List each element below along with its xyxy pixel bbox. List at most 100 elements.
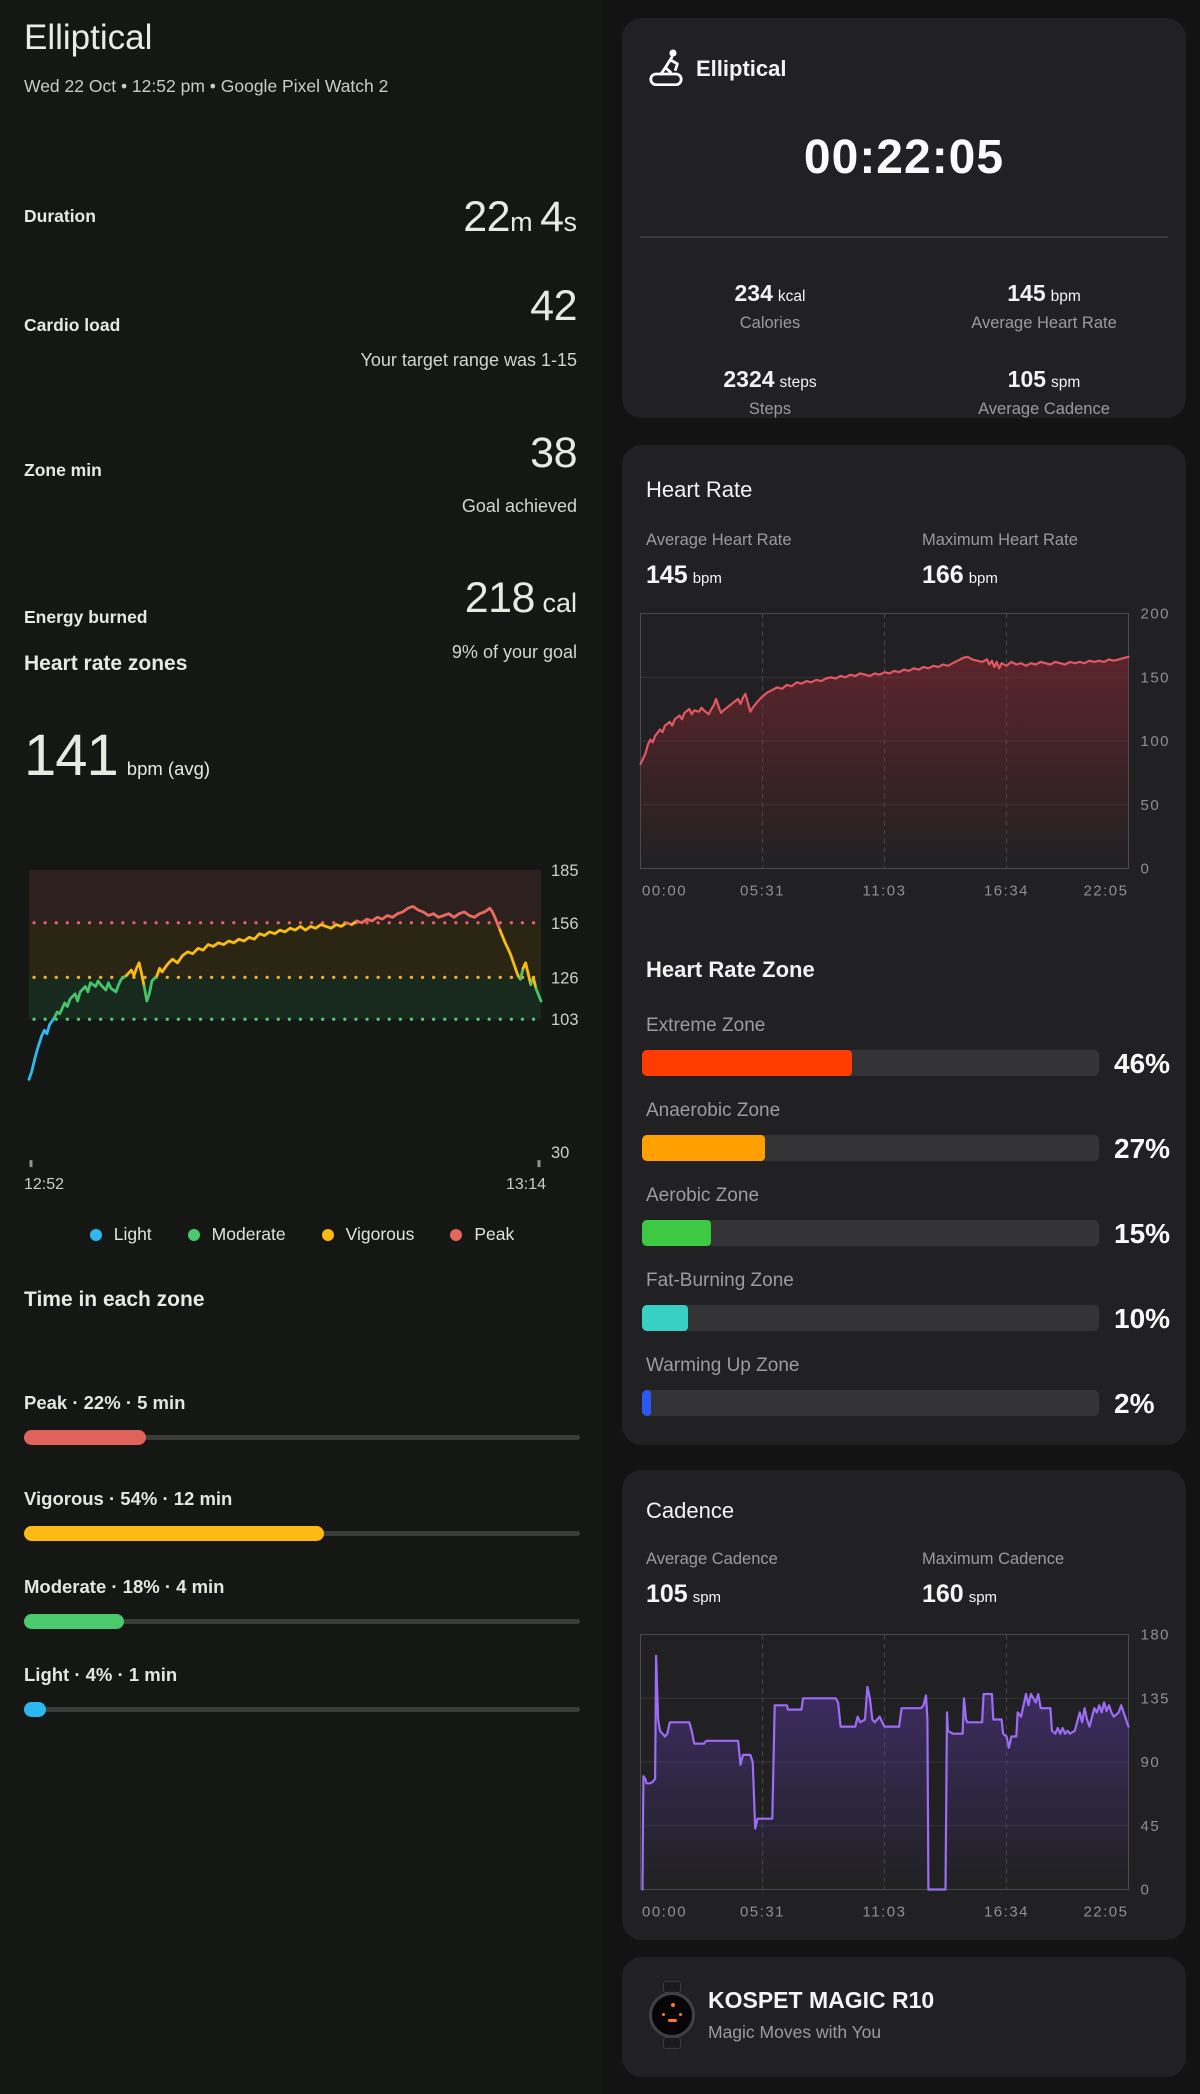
light-zone-label: Light · 4% · 1 min bbox=[24, 1664, 178, 1685]
svg-text:12:52: 12:52 bbox=[24, 1176, 64, 1193]
anaerobic-zone-label: Anaerobic Zone bbox=[646, 1100, 781, 1121]
extreme-zone-bar bbox=[642, 1050, 1099, 1076]
fat-burning-zone-label: Fat-Burning Zone bbox=[646, 1270, 794, 1291]
svg-text:185: 185 bbox=[551, 862, 579, 880]
svg-text:103: 103 bbox=[551, 1011, 579, 1029]
legend-item-vigorous: Vigorous bbox=[321, 1224, 414, 1245]
device-tagline: Magic Moves with You bbox=[708, 2022, 882, 2042]
moderate-dot-icon bbox=[187, 1228, 200, 1241]
svg-text:50: 50 bbox=[1141, 797, 1161, 814]
svg-text:200: 200 bbox=[1141, 606, 1171, 623]
anaerobic-zone-pct: 27% bbox=[1114, 1133, 1171, 1164]
extreme-zone-pct: 46% bbox=[1114, 1048, 1171, 1079]
svg-text:156: 156 bbox=[551, 915, 579, 933]
average-bpm: 141 bpm (avg) bbox=[24, 722, 210, 789]
legend-item-peak: Peak bbox=[450, 1224, 514, 1245]
calories-stat: 234 kcal Calories bbox=[734, 280, 806, 332]
light-dot-icon bbox=[89, 1228, 102, 1241]
vigorous-zone-bar bbox=[24, 1526, 580, 1541]
watch-image bbox=[646, 1981, 698, 2053]
zone-min-value: 38 bbox=[530, 429, 577, 477]
heart-rate-title: Heart Rate bbox=[646, 477, 753, 502]
warming-up-zone-pct: 2% bbox=[1114, 1388, 1155, 1419]
cardio-load-subtext: Your target range was 1-15 bbox=[360, 350, 577, 370]
max-hr-value: 166 bpm bbox=[922, 561, 998, 589]
svg-text:13:14: 13:14 bbox=[506, 1176, 546, 1193]
warming-up-zone-bar bbox=[642, 1390, 1099, 1416]
avg-heart-rate-stat: 145 bpm Average Heart Rate bbox=[971, 280, 1117, 332]
svg-text:00:00: 00:00 bbox=[642, 883, 687, 900]
warming-up-zone-label: Warming Up Zone bbox=[646, 1355, 800, 1376]
avg-cadence-stat: 105 spm Average Cadence bbox=[978, 366, 1110, 418]
peak-zone-bar-fill bbox=[24, 1430, 147, 1445]
light-zone-bar bbox=[24, 1702, 580, 1717]
svg-text:05:31: 05:31 bbox=[740, 883, 785, 900]
fat-burning-zone-bar bbox=[642, 1305, 1099, 1331]
svg-text:11:03: 11:03 bbox=[863, 1904, 907, 1921]
svg-text:126: 126 bbox=[551, 969, 579, 987]
zones-legend: Light Moderate Vigorous Peak bbox=[24, 1224, 580, 1245]
energy-burned-label: Energy burned bbox=[24, 607, 148, 627]
zone-min-subtext: Goal achieved bbox=[461, 496, 577, 516]
aerobic-zone-bar bbox=[642, 1220, 1099, 1246]
svg-text:90: 90 bbox=[1141, 1754, 1161, 1771]
legend-item-light: Light bbox=[89, 1224, 152, 1245]
avg-cadence-value: 105 spm bbox=[646, 1580, 722, 1608]
svg-text:16:34: 16:34 bbox=[984, 1904, 1029, 1921]
svg-text:11:03: 11:03 bbox=[863, 883, 907, 900]
extreme-zone-label: Extreme Zone bbox=[646, 1015, 766, 1036]
workout-summary-card: Elliptical 00:22:05 234 kcal Calories 145… bbox=[622, 18, 1186, 418]
svg-text:30: 30 bbox=[551, 1144, 569, 1162]
aerobic-zone-pct: 15% bbox=[1114, 1218, 1171, 1249]
svg-text:0: 0 bbox=[1141, 861, 1151, 878]
cadence-chart: 180 135 90 45 0 00:00 05:31 11:03 16:34 22:05 bbox=[640, 1627, 1171, 1921]
svg-text:16:34: 16:34 bbox=[984, 883, 1029, 900]
workout-timer: 00:22:05 bbox=[803, 131, 1005, 184]
cardio-load-value: 42 bbox=[530, 282, 577, 330]
hr-zone-title: Heart Rate Zone bbox=[646, 957, 815, 982]
page-title: Elliptical bbox=[24, 18, 153, 57]
moderate-zone-label: Moderate · 18% · 4 min bbox=[24, 1576, 225, 1597]
duration-value: 22m 4s bbox=[463, 193, 577, 241]
device-name: KOSPET MAGIC R10 bbox=[708, 1987, 935, 2013]
elliptical-icon bbox=[649, 49, 683, 86]
svg-text:150: 150 bbox=[1141, 669, 1171, 686]
divider bbox=[640, 236, 1168, 238]
heart-rate-chart: 200 150 100 50 0 00:00 05:31 11:03 16:34 22:05 bbox=[639, 606, 1171, 900]
svg-text:100: 100 bbox=[1141, 733, 1171, 750]
anaerobic-zone-bar bbox=[642, 1135, 1099, 1161]
fat-burning-zone-pct: 10% bbox=[1114, 1303, 1171, 1334]
average-bpm-unit: bpm (avg) bbox=[126, 758, 211, 779]
svg-text:0: 0 bbox=[1141, 1882, 1151, 1899]
vigorous-zone-label: Vigorous · 54% · 12 min bbox=[24, 1488, 233, 1509]
svg-text:135: 135 bbox=[1141, 1690, 1171, 1707]
aerobic-zone-label: Aerobic Zone bbox=[646, 1185, 760, 1206]
steps-stat: 2324 steps Steps bbox=[723, 366, 817, 418]
svg-text:45: 45 bbox=[1141, 1818, 1161, 1835]
workout-summary-pane: Elliptical Wed 22 Oct • 12:52 pm • Googl… bbox=[24, 18, 580, 1717]
cadence-title: Cadence bbox=[646, 1498, 735, 1523]
average-bpm-value: 141 bbox=[24, 723, 119, 788]
zone-min-label: Zone min bbox=[24, 460, 102, 480]
peak-zone-bar bbox=[24, 1430, 580, 1445]
duration-label: Duration bbox=[24, 206, 96, 226]
svg-text:05:31: 05:31 bbox=[740, 1904, 785, 1921]
vigorous-dot-icon bbox=[321, 1228, 334, 1241]
svg-text:180: 180 bbox=[1141, 1627, 1171, 1644]
vigorous-zone-bar-fill bbox=[24, 1526, 325, 1541]
heart-rate-zones-heading: Heart rate zones bbox=[24, 652, 188, 675]
device-card: KOSPET MAGIC R10 Magic Moves with You bbox=[622, 1957, 1186, 2077]
svg-text:00:00: 00:00 bbox=[642, 1904, 687, 1921]
max-cadence-value: 160 spm bbox=[922, 1580, 998, 1608]
peak-dot-icon bbox=[450, 1228, 463, 1241]
peak-zone-label: Peak · 22% · 5 min bbox=[24, 1392, 186, 1413]
workout-meta: Wed 22 Oct • 12:52 pm • Google Pixel Wat… bbox=[24, 76, 389, 96]
moderate-zone-bar-fill bbox=[24, 1614, 125, 1629]
cadence-card: Cadence Average Cadence 105 spm Maximum C… bbox=[622, 1470, 1186, 1940]
moderate-zone-bar bbox=[24, 1614, 580, 1629]
light-zone-bar-fill bbox=[24, 1702, 47, 1717]
activity-name: Elliptical bbox=[696, 56, 787, 81]
svg-text:22:05: 22:05 bbox=[1083, 1904, 1128, 1921]
legend-item-moderate: Moderate bbox=[187, 1224, 286, 1245]
